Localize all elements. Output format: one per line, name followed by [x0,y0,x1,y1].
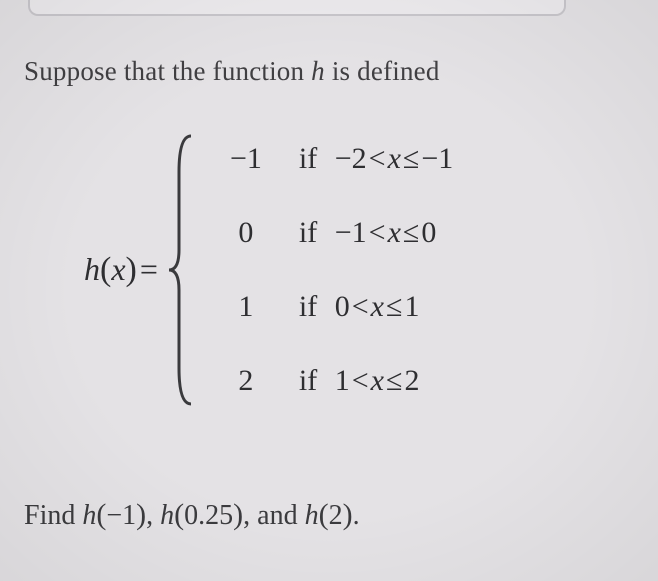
q-close-3: ) [343,498,353,531]
intro-text: Suppose that the function h is defined [24,56,440,87]
cond-op1: < [352,290,369,323]
cond-op2: ≤ [386,290,402,323]
cond-op1: < [352,364,369,397]
q-sep-1: , [146,500,160,531]
input-border-fragment [28,0,566,16]
case-condition: if 1<x≤2 [299,364,420,398]
intro-fn: h [311,56,325,86]
case-row: 0 if −1<x≤0 [215,216,453,250]
cond-lhs: 0 [335,290,350,323]
piecewise-definition: h(x)= −1 if −2<x≤−1 0 if −1<x≤0 1 if 0<x… [84,132,453,408]
case-condition: if −1<x≤0 [299,216,436,250]
definition-lhs: h(x)= [84,251,161,289]
cond-rhs: 0 [421,216,436,249]
q-open-1: ( [96,498,106,531]
case-condition: if −2<x≤−1 [299,142,453,176]
equals-sign: = [140,251,158,287]
cond-lhs: −1 [335,216,367,249]
cond-if: if [299,290,325,323]
cond-op2: ≤ [403,216,419,249]
cond-mid: x [371,290,384,323]
q-close-2: ) [233,498,243,531]
intro-pre: Suppose that the function [24,56,311,86]
intro-post: is defined [325,56,440,86]
question-fn-2: h [160,500,174,531]
lhs-open-paren: ( [100,251,111,288]
lhs-close-paren: ) [126,251,137,288]
question-text: Find h(−1), h(0.25), and h(2). [24,498,360,532]
cond-op2: ≤ [386,364,402,397]
cond-if: if [299,364,325,397]
cond-mid: x [388,142,401,175]
lhs-var: x [111,251,125,287]
cond-rhs: 2 [404,364,419,397]
cond-op2: ≤ [403,142,419,175]
q-end: . [353,500,360,531]
cond-lhs: −2 [335,142,367,175]
question-fn-3: h [305,500,319,531]
cond-if: if [299,142,325,175]
cond-lhs: 1 [335,364,350,397]
q-arg-1: −1 [106,500,136,531]
case-value: 0 [215,216,277,250]
q-open-3: ( [319,498,329,531]
q-close-1: ) [136,498,146,531]
case-row: 2 if 1<x≤2 [215,364,453,398]
lhs-fn: h [84,251,100,287]
cond-op1: < [369,142,386,175]
case-row: 1 if 0<x≤1 [215,290,453,324]
cond-op1: < [369,216,386,249]
q-arg-3: 2 [329,500,343,531]
cond-rhs: −1 [421,142,453,175]
case-value: 1 [215,290,277,324]
case-value: 2 [215,364,277,398]
cond-rhs: 1 [404,290,419,323]
left-brace [167,132,197,408]
cond-if: if [299,216,325,249]
case-row: −1 if −2<x≤−1 [215,142,453,176]
cond-mid: x [371,364,384,397]
case-value: −1 [215,142,277,176]
q-open-2: ( [174,498,184,531]
cond-mid: x [388,216,401,249]
cases-container: −1 if −2<x≤−1 0 if −1<x≤0 1 if 0<x≤1 2 i… [215,132,453,408]
question-pre: Find [24,500,82,531]
q-sep-2: , and [243,500,304,531]
question-fn-1: h [82,500,96,531]
case-condition: if 0<x≤1 [299,290,420,324]
q-arg-2: 0.25 [184,500,233,531]
